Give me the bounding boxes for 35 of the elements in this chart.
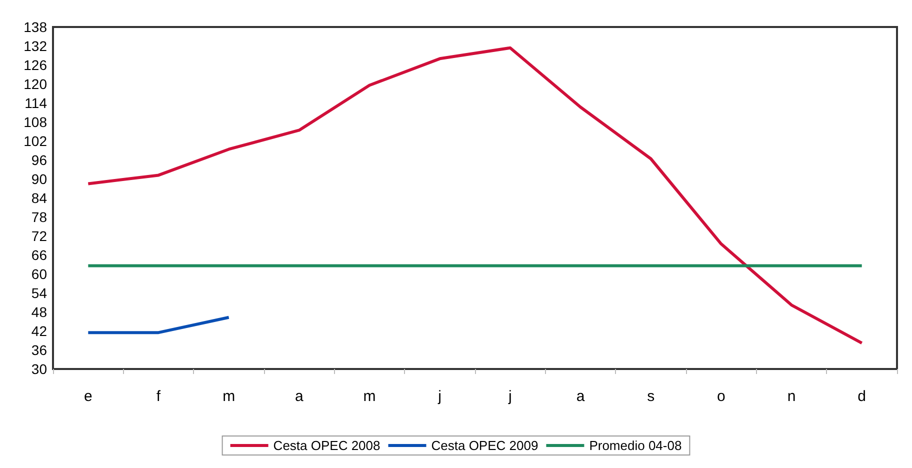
x-tick-label: o (716, 388, 726, 405)
y-tick-label: 66 (31, 247, 48, 263)
x-tick-label: a (294, 388, 304, 405)
y-tick-label: 54 (31, 285, 48, 301)
x-tick-label: f (156, 388, 162, 405)
y-tick-label: 132 (24, 38, 48, 54)
legend-label: Promedio 04-08 (589, 438, 682, 453)
y-tick-label: 90 (31, 171, 48, 187)
y-tick-label: 78 (31, 209, 48, 225)
legend-label: Cesta OPEC 2009 (431, 438, 538, 453)
y-tick-label: 30 (31, 361, 48, 377)
y-tick-label: 102 (24, 133, 48, 149)
y-tick-label: 36 (31, 342, 48, 358)
x-tick-label: a (576, 388, 586, 405)
y-tick-label: 42 (31, 323, 48, 339)
x-tick-label: n (787, 388, 796, 405)
y-tick-label: 48 (31, 304, 48, 320)
y-tick-label: 126 (24, 57, 48, 73)
y-tick-label: 60 (31, 266, 48, 282)
x-tick-label: d (858, 388, 866, 405)
line-series (86, 46, 864, 345)
y-tick-label: 108 (24, 114, 48, 130)
y-tick-label: 114 (24, 95, 48, 111)
y-tick-label: 84 (31, 190, 48, 206)
y-tick-label: 96 (31, 152, 48, 168)
x-tick-label: e (84, 388, 92, 405)
x-tick-label: m (363, 388, 376, 405)
x-tick-label: s (647, 388, 655, 405)
x-tick-label: j (507, 388, 512, 405)
legend-label: Cesta OPEC 2008 (273, 438, 380, 453)
y-tick-label: 72 (31, 228, 48, 244)
x-tick-label: j (437, 388, 442, 405)
x-tick-label: m (222, 388, 236, 405)
y-tick-label: 138 (24, 19, 48, 35)
y-tick-label: 120 (24, 76, 48, 92)
